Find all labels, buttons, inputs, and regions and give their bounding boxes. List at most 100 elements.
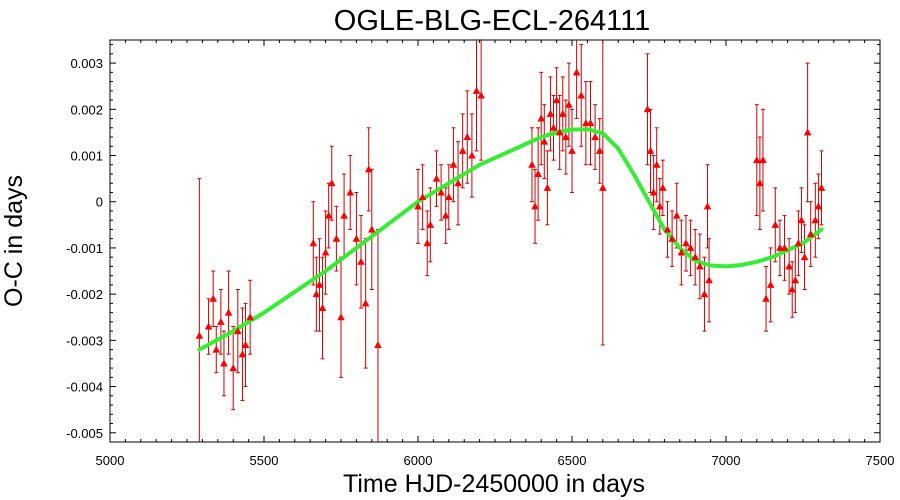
- data-point-triangle: [212, 345, 221, 353]
- data-point-triangle: [445, 193, 453, 201]
- data-point-triangle: [537, 114, 545, 122]
- data-point-triangle: [759, 156, 767, 164]
- data-point-triangle: [814, 202, 823, 210]
- data-point-triangle: [312, 290, 321, 298]
- data-point-triangle: [785, 262, 793, 270]
- y-ticks-group: -0.005 -0.004 -0.003 -0.002 -0.001 0 0.001 0.00…: [66, 44, 880, 441]
- data-point-triangle: [209, 294, 217, 302]
- data-point-triangle: [643, 105, 652, 113]
- data-point-triangle: [234, 327, 242, 335]
- data-point-triangle: [756, 179, 764, 187]
- data-point-triangle: [472, 86, 481, 94]
- data-point-triangle: [414, 202, 422, 210]
- data-point-triangle: [565, 100, 573, 108]
- data-point-triangle: [572, 68, 581, 76]
- y-tick-label: 0.002: [70, 102, 103, 117]
- data-point-triangle: [327, 179, 336, 187]
- x-ticks-group: 5000 5500 6000 6500 7000 7500: [96, 40, 894, 468]
- data-point-triangle: [531, 202, 539, 210]
- data-point-triangle: [468, 151, 476, 159]
- data-point-triangle: [700, 290, 709, 298]
- data-point-triangle: [364, 165, 373, 173]
- error-bars-group: [197, 40, 824, 442]
- y-tick-label: 0.003: [70, 56, 103, 71]
- data-point-triangle: [426, 220, 435, 228]
- y-tick-label: 0.001: [70, 149, 103, 164]
- plot-frame: [109, 39, 881, 443]
- data-point-triangle: [599, 183, 607, 191]
- data-point-triangle: [534, 170, 542, 177]
- data-point-triangle: [672, 211, 681, 219]
- x-tick-label: 5500: [250, 453, 279, 468]
- fit-curve: [197, 127, 824, 352]
- data-point-triangle: [477, 91, 485, 99]
- data-point-triangle: [357, 257, 365, 265]
- data-point-triangle: [340, 211, 348, 219]
- data-point-triangle: [800, 253, 809, 261]
- data-point-triangle: [568, 146, 576, 154]
- data-point-triangle: [454, 179, 462, 187]
- data-point-triangle: [238, 350, 247, 358]
- x-tick-label: 6500: [558, 453, 587, 468]
- data-point-triangle: [595, 146, 604, 154]
- data-point-triangle: [806, 230, 815, 238]
- data-point-triangle: [437, 188, 445, 196]
- data-point-triangle: [663, 225, 672, 233]
- data-point-triangle: [766, 280, 775, 288]
- data-point-triangle: [217, 317, 225, 325]
- data-point-triangle: [562, 133, 570, 141]
- y-tick-label: -0.004: [66, 380, 103, 395]
- data-point-triangle: [441, 211, 450, 219]
- data-point-triangle: [321, 248, 330, 256]
- data-point-triangle: [229, 364, 237, 372]
- data-point-triangle: [753, 156, 761, 164]
- data-point-triangle: [204, 322, 213, 330]
- data-point-triangle: [591, 133, 599, 141]
- data-point-triangle: [546, 109, 555, 117]
- data-point-triangle: [762, 294, 770, 302]
- data-point-triangle: [346, 188, 355, 196]
- data-point-triangle: [423, 239, 432, 247]
- data-point-triangle: [352, 234, 361, 242]
- data-point-triangle: [246, 313, 254, 321]
- y-tick-label: -0.001: [66, 241, 103, 256]
- data-point-triangle: [797, 216, 806, 224]
- y-axis-title: O-C in days: [0, 175, 28, 307]
- data-point-triangle: [374, 340, 382, 348]
- fit-line-group: [197, 127, 824, 352]
- data-point-triangle: [241, 340, 250, 348]
- data-point-triangle: [558, 109, 567, 117]
- data-point-triangle: [646, 146, 655, 154]
- data-point-triangle: [577, 91, 586, 99]
- data-point-triangle: [652, 160, 661, 168]
- data-point-triangle: [224, 308, 233, 316]
- x-tick-label: 7000: [712, 453, 741, 468]
- data-point-triangle: [703, 202, 712, 210]
- data-point-triangle: [368, 225, 376, 233]
- data-point-triangle: [463, 133, 472, 141]
- data-point-triangle: [449, 160, 458, 168]
- data-points-group: [195, 68, 826, 372]
- data-point-triangle: [682, 239, 690, 247]
- data-point-triangle: [324, 211, 333, 219]
- data-point-triangle: [318, 304, 327, 311]
- y-tick-label: -0.003: [66, 333, 103, 348]
- chart-title: OGLE-BLG-ECL-264111: [334, 5, 650, 37]
- data-point-triangle: [458, 146, 467, 154]
- data-point-triangle: [432, 174, 441, 182]
- data-point-triangle: [803, 128, 812, 136]
- y-tick-label: 0: [96, 195, 103, 210]
- data-point-triangle: [686, 243, 695, 251]
- data-point-triangle: [332, 234, 341, 242]
- data-point-triangle: [817, 183, 826, 191]
- data-point-triangle: [677, 248, 686, 256]
- data-point-triangle: [549, 123, 558, 131]
- data-point-triangle: [337, 313, 345, 321]
- y-tick-label: -0.002: [66, 287, 103, 302]
- data-point-triangle: [780, 243, 789, 251]
- x-tick-label: 5000: [96, 453, 125, 468]
- data-point-triangle: [555, 128, 564, 136]
- data-point-triangle: [655, 202, 664, 210]
- data-point-triangle: [315, 280, 324, 288]
